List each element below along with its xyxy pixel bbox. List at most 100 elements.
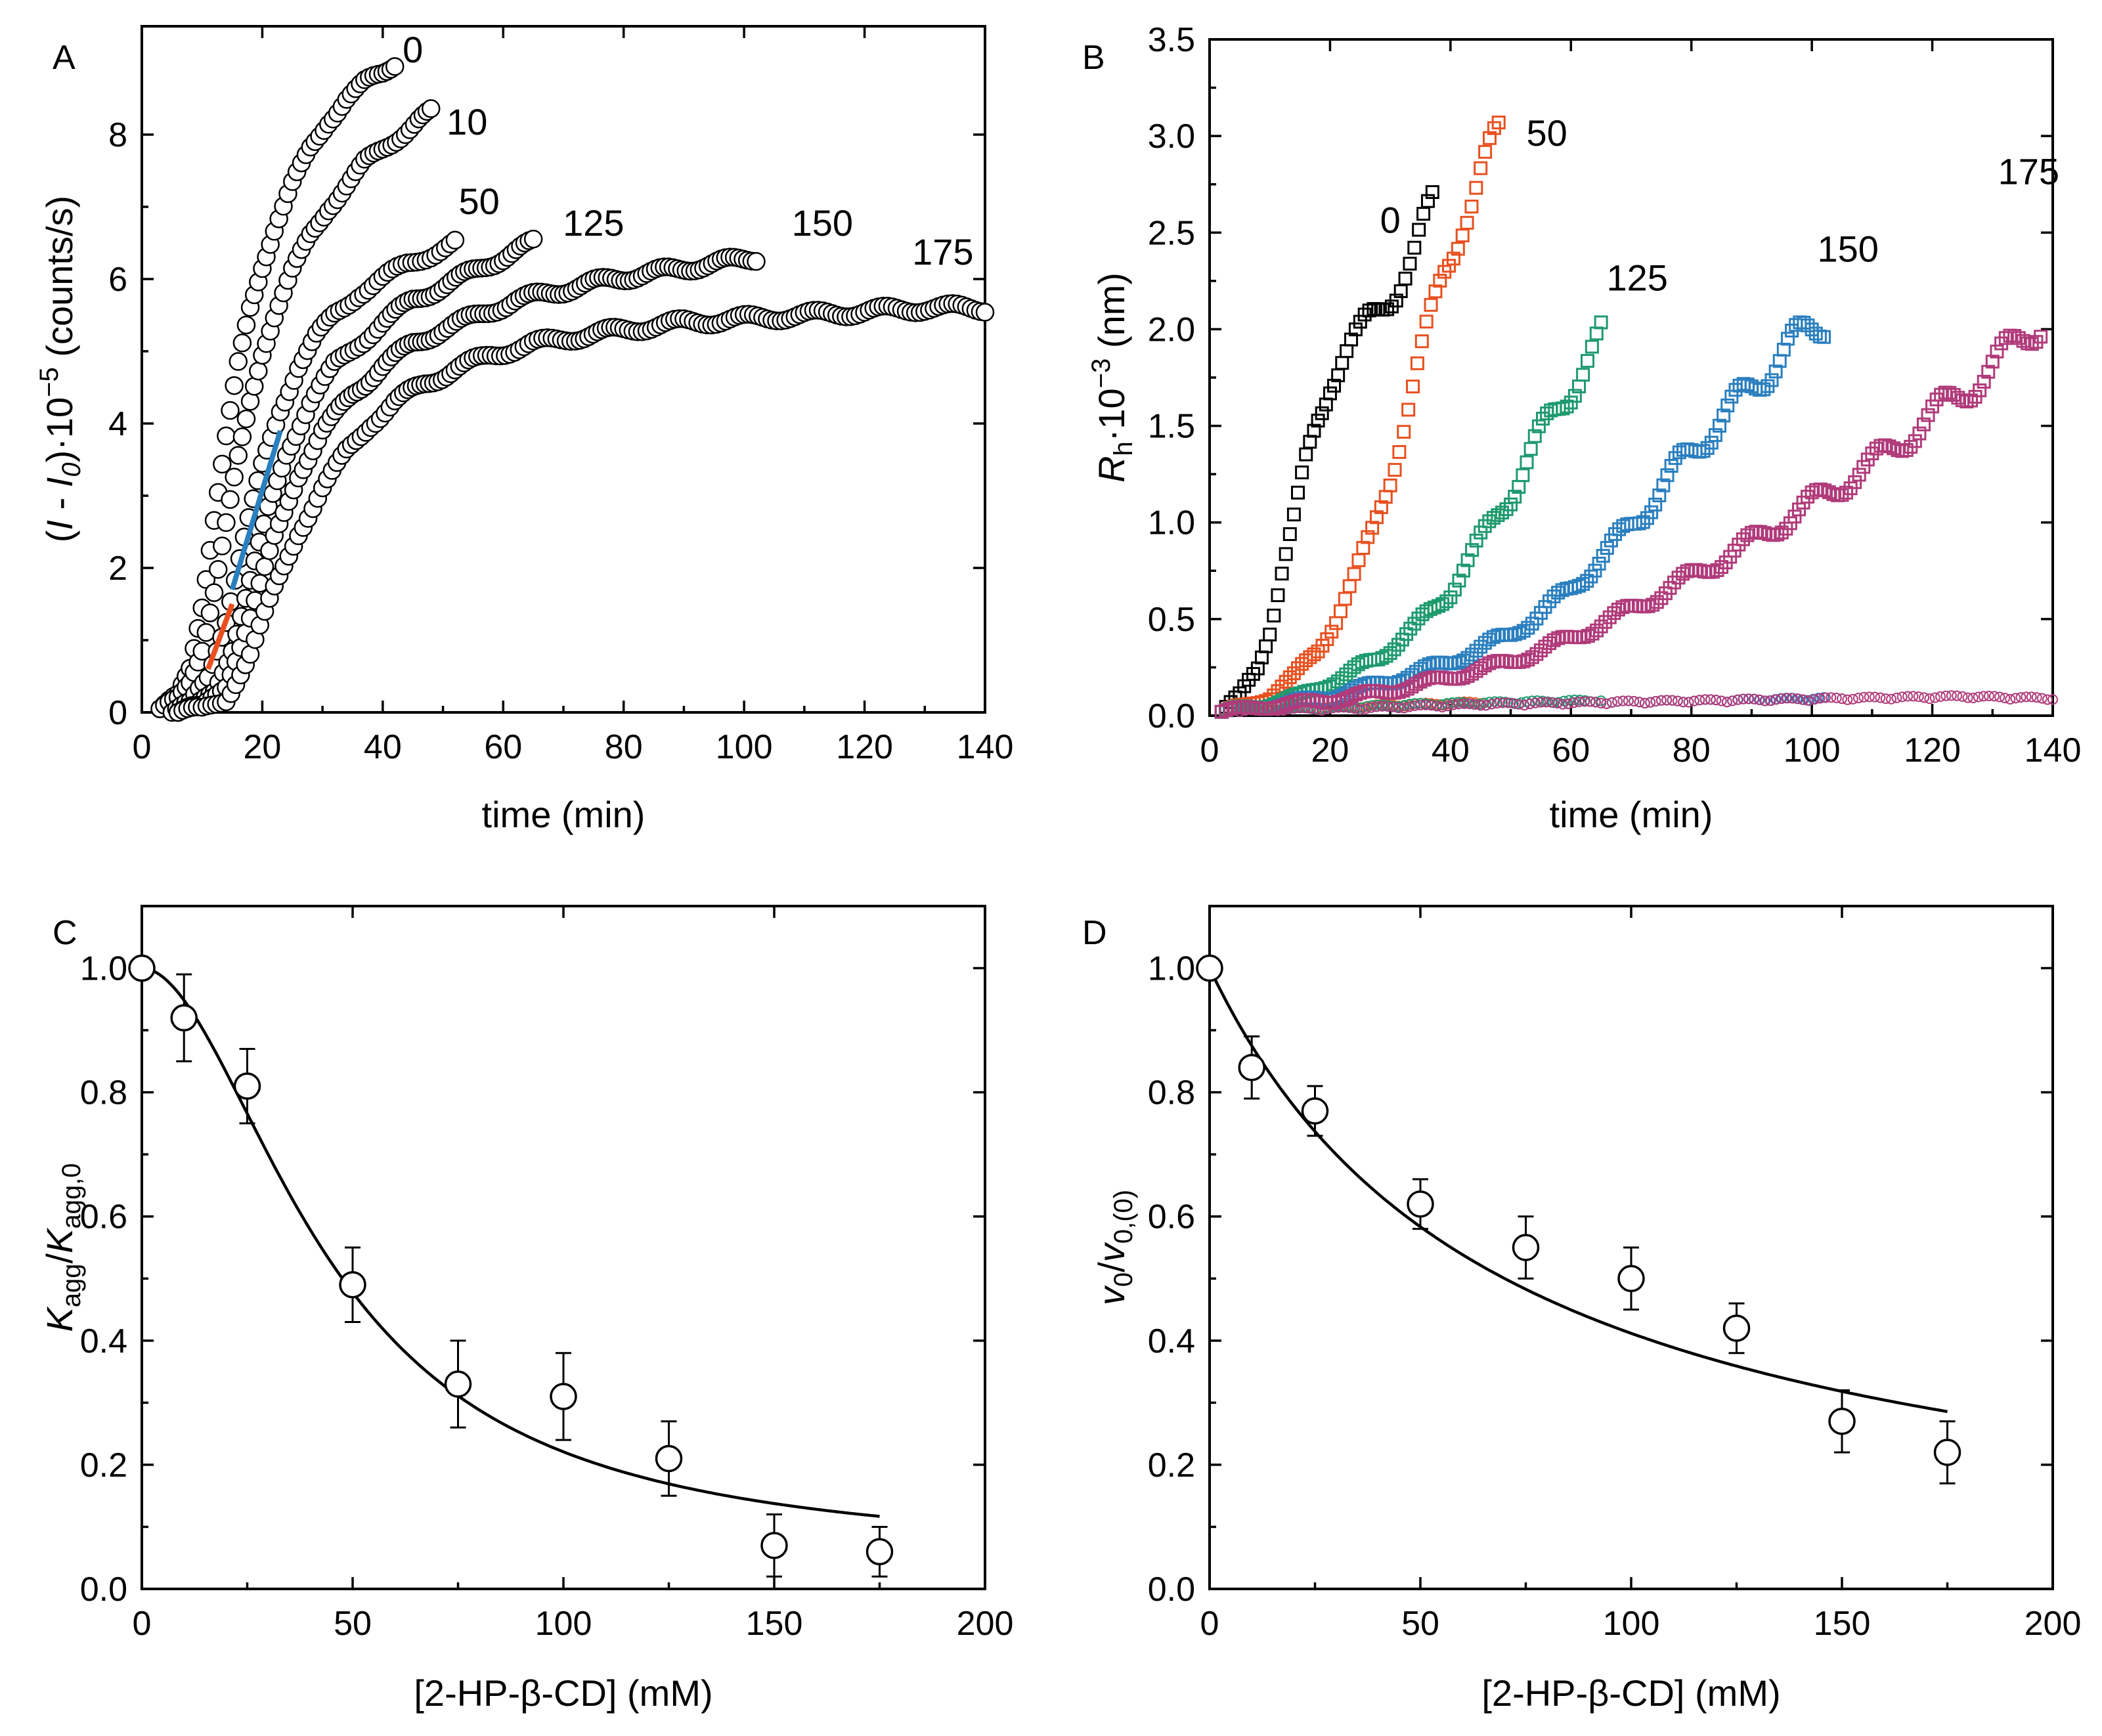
data-point: [1405, 680, 1419, 694]
data-point: [1469, 181, 1483, 195]
data-point: [200, 603, 220, 622]
baseline-point: [1481, 700, 1492, 711]
data-point: [1594, 619, 1608, 634]
series-labels-a: 0 10 50 125 150 175: [403, 29, 973, 272]
baseline-point: [1579, 696, 1590, 707]
data-point: [1564, 630, 1578, 644]
data-point: [1596, 549, 1610, 563]
baseline-point: [1831, 692, 1842, 703]
baseline-point: [1568, 697, 1579, 708]
x-tick-label: 120: [1904, 731, 1961, 770]
data-point: [1353, 315, 1367, 329]
baseline-point: [1491, 698, 1502, 709]
data-point: [1951, 391, 1965, 405]
baseline-point: [1573, 696, 1585, 707]
data-point: [170, 1004, 198, 1031]
baseline-point: [1360, 703, 1371, 714]
baseline-point: [1508, 698, 1519, 709]
data-point: [1495, 506, 1509, 520]
y-tick-label: 4: [108, 405, 127, 443]
data-point: [1267, 701, 1281, 716]
data-point: [865, 1538, 894, 1566]
data-point: [1508, 489, 1522, 504]
data-point: [1319, 397, 1333, 412]
baseline-point: [1957, 691, 1968, 702]
baseline-point: [1486, 699, 1497, 710]
data-point: [2034, 330, 2048, 344]
data-point: [1878, 438, 1893, 452]
baseline-point: [1678, 697, 1689, 708]
y-axis-title-part: R: [1091, 456, 1132, 483]
data-point: [1521, 620, 1535, 635]
baseline-point: [1787, 693, 1798, 704]
data-point: [1856, 460, 1871, 474]
data-point: [1676, 567, 1690, 581]
data-point: [1899, 443, 1914, 457]
data-point: [1465, 543, 1479, 557]
data-point: [1812, 329, 1827, 343]
baseline-point: [1946, 690, 1957, 701]
baseline-point: [1437, 701, 1448, 712]
data-point: [1617, 1265, 1645, 1293]
data-point: [1397, 425, 1411, 439]
baseline-point: [1716, 695, 1727, 706]
data-point: [1407, 240, 1422, 255]
data-point: [1710, 563, 1724, 577]
data-point: [1921, 408, 1935, 422]
data-point: [1580, 574, 1594, 588]
data-point: [1531, 419, 1546, 433]
data-point: [1636, 515, 1650, 529]
baseline-point: [1721, 697, 1732, 708]
data-point: [1388, 676, 1402, 690]
y-tick-label: 0.2: [80, 1446, 127, 1485]
x-tick-label: 50: [334, 1605, 372, 1643]
y-tick-label: 0.2: [1148, 1446, 1195, 1485]
baseline-point: [1672, 695, 1683, 706]
data-point: [1271, 588, 1285, 603]
baseline-point: [1497, 697, 1508, 708]
data-point: [1805, 322, 1819, 337]
data-point: [1398, 271, 1412, 286]
data-point: [1439, 656, 1453, 670]
x-tick-label: 140: [957, 728, 1014, 766]
data-point: [1808, 326, 1823, 341]
data-point: [1533, 643, 1548, 658]
data-point: [213, 454, 232, 474]
baseline-point: [1765, 695, 1776, 706]
data-point: [1590, 623, 1604, 638]
y-tick-label: 0.6: [1148, 1198, 1195, 1236]
y-tick-label: 1.5: [1148, 408, 1195, 446]
baseline-point: [1858, 691, 1870, 703]
data-point: [1419, 315, 1434, 329]
baseline-point: [1563, 698, 1574, 709]
data-point: [1214, 705, 1229, 719]
data-point: [1581, 354, 1595, 368]
data-point: [1520, 455, 1534, 469]
data-point: [1291, 661, 1305, 676]
y-tick-label: 3.0: [1148, 118, 1195, 156]
data-point: [1499, 502, 1514, 517]
data-point: [1664, 459, 1678, 473]
data-point: [1474, 161, 1488, 175]
baseline-point: [1557, 699, 1568, 710]
data-point: [1650, 595, 1664, 609]
data-point: [1865, 446, 1879, 461]
data-point: [1330, 674, 1345, 689]
data-point: [1412, 223, 1426, 237]
baseline-point: [1524, 699, 1535, 710]
baseline-point: [1891, 692, 1902, 703]
ticks-b: 0 20 40 60 80 100 120 140 0.0 0.5 1.0 1.5 2.0 2.5 3.0 3…: [1148, 21, 2082, 770]
data-point: [1805, 485, 1819, 500]
baseline-point: [2042, 694, 2053, 705]
data-point: [1340, 691, 1355, 706]
data-point: [1512, 1234, 1540, 1261]
data-point: [1523, 442, 1538, 456]
baseline-point: [1519, 700, 1530, 711]
data-point: [1508, 627, 1522, 641]
data-point: [747, 251, 766, 271]
x-tick-label: 0: [133, 1605, 152, 1643]
data-point: [1291, 485, 1305, 500]
fit-curve: [141, 966, 880, 1518]
data-point: [213, 536, 232, 555]
baseline-point: [1585, 696, 1596, 707]
